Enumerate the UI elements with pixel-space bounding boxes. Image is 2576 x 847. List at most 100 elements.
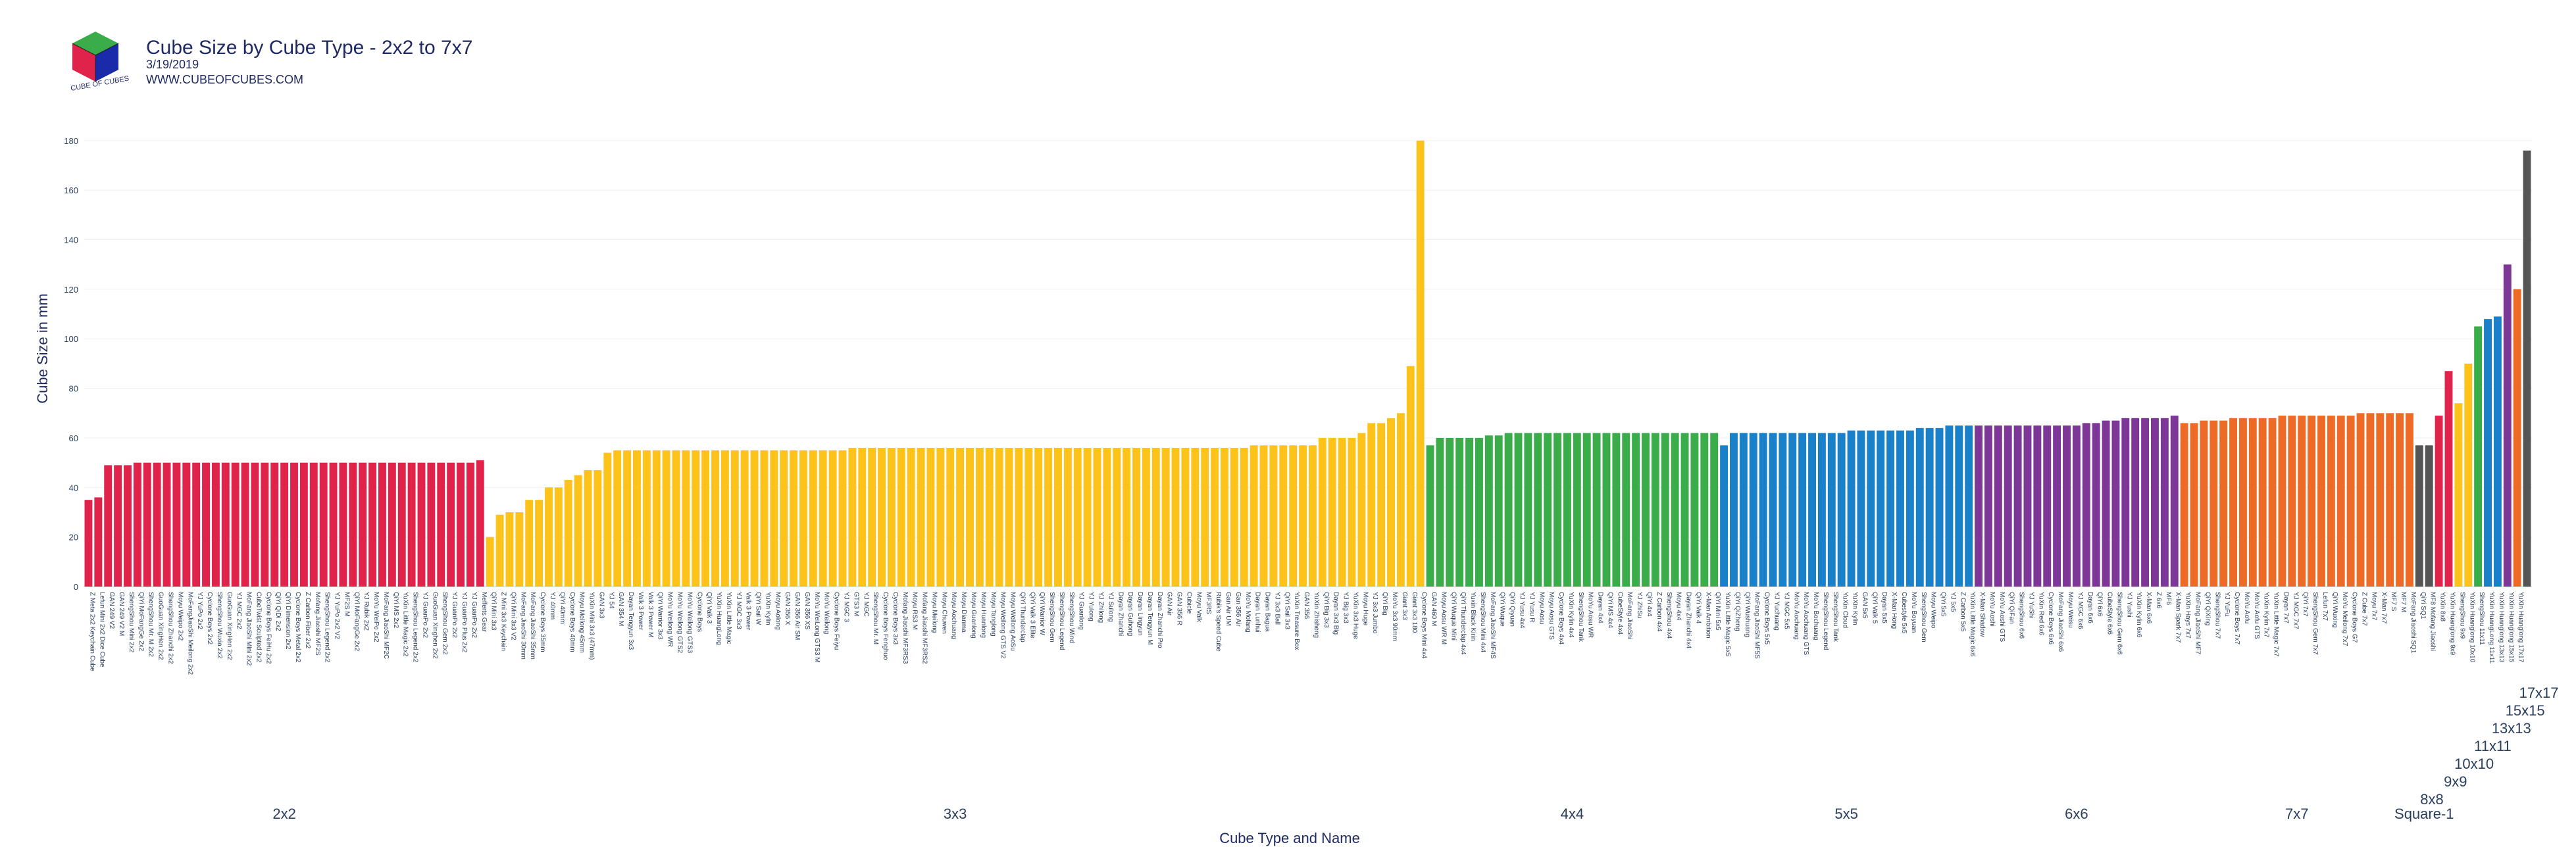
bar-4x4[interactable] <box>1475 437 1483 587</box>
bar-7x7[interactable] <box>2278 416 2286 587</box>
bar-2x2[interactable] <box>280 462 289 587</box>
bar-5x5[interactable] <box>1925 427 1934 587</box>
bar-3x3[interactable] <box>1387 418 1395 587</box>
bar-2x2[interactable] <box>378 462 386 587</box>
bar-7x7[interactable] <box>2366 413 2375 587</box>
bar-7x7[interactable] <box>2346 416 2355 587</box>
bar-2x2[interactable] <box>290 462 298 587</box>
bar-4x4[interactable] <box>1426 445 1434 587</box>
bar-3x3[interactable] <box>907 448 915 587</box>
bar-Square-1[interactable] <box>2425 445 2433 587</box>
bar-3x3[interactable] <box>878 448 886 587</box>
bar-3x3[interactable] <box>730 450 739 587</box>
bar-5x5[interactable] <box>1827 433 1836 587</box>
bar-3x3[interactable] <box>515 512 524 587</box>
bar-5x5[interactable] <box>1847 430 1856 587</box>
bar-4x4[interactable] <box>1494 435 1503 587</box>
bar-5x5[interactable] <box>1798 433 1807 587</box>
bar-5x5[interactable] <box>1817 433 1826 587</box>
bar-3x3[interactable] <box>682 450 690 587</box>
bar-2x2[interactable] <box>466 462 474 587</box>
bar-2x2[interactable] <box>182 462 191 587</box>
bar-4x4[interactable] <box>1573 433 1581 587</box>
bar-4x4[interactable] <box>1671 433 1679 587</box>
bar-2x2[interactable] <box>172 462 181 587</box>
bar-Square-1[interactable] <box>2415 445 2423 587</box>
bar-3x3[interactable] <box>740 450 749 587</box>
bar-4x4[interactable] <box>1642 433 1650 587</box>
bar-3x3[interactable] <box>1396 413 1405 587</box>
bar-2x2[interactable] <box>84 500 93 587</box>
bar-4x4[interactable] <box>1446 437 1454 587</box>
bar-2x2[interactable] <box>437 462 445 587</box>
bar-3x3[interactable] <box>760 450 769 587</box>
bar-6x6[interactable] <box>2043 425 2052 587</box>
bar-5x5[interactable] <box>1749 433 1757 587</box>
bar-5x5[interactable] <box>1857 430 1865 587</box>
bar-3x3[interactable] <box>946 448 955 587</box>
bar-4x4[interactable] <box>1622 433 1630 587</box>
bar-6x6[interactable] <box>2072 425 2081 587</box>
bar-3x3[interactable] <box>1015 448 1023 587</box>
bar-2x2[interactable] <box>427 462 436 587</box>
bar-4x4[interactable] <box>1612 433 1621 587</box>
bar-7x7[interactable] <box>2190 423 2198 587</box>
bar-3x3[interactable] <box>1142 448 1150 587</box>
bar-3x3[interactable] <box>623 450 632 587</box>
site-link[interactable]: WWW.CUBEOFCUBES.COM <box>146 73 303 86</box>
bar-4x4[interactable] <box>1534 433 1542 587</box>
bar-3x3[interactable] <box>897 448 905 587</box>
bar-5x5[interactable] <box>1867 430 1875 587</box>
bar-3x3[interactable] <box>486 537 494 587</box>
bar-7x7[interactable] <box>2317 416 2325 587</box>
bar-5x5[interactable] <box>1730 433 1738 587</box>
bar-7x7[interactable] <box>2180 423 2188 587</box>
bar-4x4[interactable] <box>1661 433 1669 587</box>
bar-3x3[interactable] <box>917 448 925 587</box>
bar-5x5[interactable] <box>1788 433 1797 587</box>
bar-11x11[interactable] <box>2493 316 2502 587</box>
bar-3x3[interactable] <box>819 450 827 587</box>
bar-7x7[interactable] <box>2356 413 2365 587</box>
bar-3x3[interactable] <box>505 512 514 587</box>
bar-3x3[interactable] <box>1308 445 1317 587</box>
bar-2x2[interactable] <box>241 462 249 587</box>
bar-3x3[interactable] <box>790 450 798 587</box>
bar-3x3[interactable] <box>662 450 670 587</box>
bar-7x7[interactable] <box>2386 413 2394 587</box>
bar-3x3[interactable] <box>1230 448 1238 587</box>
bar-7x7[interactable] <box>2200 420 2208 587</box>
bar-7x7[interactable] <box>2396 413 2404 587</box>
bar-5x5[interactable] <box>1896 430 1904 587</box>
bar-2x2[interactable] <box>270 462 279 587</box>
bar-6x6[interactable] <box>2151 418 2159 587</box>
bar-3x3[interactable] <box>828 450 837 587</box>
bar-3x3[interactable] <box>1338 437 1346 587</box>
bar-3x3[interactable] <box>750 450 759 587</box>
bar-4x4[interactable] <box>1553 433 1561 587</box>
bar-4x4[interactable] <box>1690 433 1699 587</box>
bar-3x3[interactable] <box>632 450 641 587</box>
bar-5x5[interactable] <box>1720 445 1729 587</box>
bar-3x3[interactable] <box>1123 448 1131 587</box>
bar-3x3[interactable] <box>593 470 602 587</box>
bar-4x4[interactable] <box>1465 437 1474 587</box>
bar-2x2[interactable] <box>192 462 201 587</box>
bar-3x3[interactable] <box>642 450 651 587</box>
bar-4x4[interactable] <box>1563 433 1571 587</box>
bar-6x6[interactable] <box>2082 423 2090 587</box>
bar-2x2[interactable] <box>163 462 171 587</box>
bar-3x3[interactable] <box>858 448 867 587</box>
bar-3x3[interactable] <box>720 450 729 587</box>
bar-3x3[interactable] <box>1289 445 1298 587</box>
bar-4x4[interactable] <box>1582 433 1591 587</box>
bar-4x4[interactable] <box>1710 433 1719 587</box>
bar-4x4[interactable] <box>1632 433 1640 587</box>
bar-2x2[interactable] <box>388 462 396 587</box>
bar-5x5[interactable] <box>1877 430 1885 587</box>
bar-3x3[interactable] <box>1024 448 1033 587</box>
bar-3x3[interactable] <box>525 500 534 587</box>
bar-2x2[interactable] <box>417 462 426 587</box>
bar-7x7[interactable] <box>2406 413 2413 587</box>
bar-3x3[interactable] <box>1034 448 1043 587</box>
